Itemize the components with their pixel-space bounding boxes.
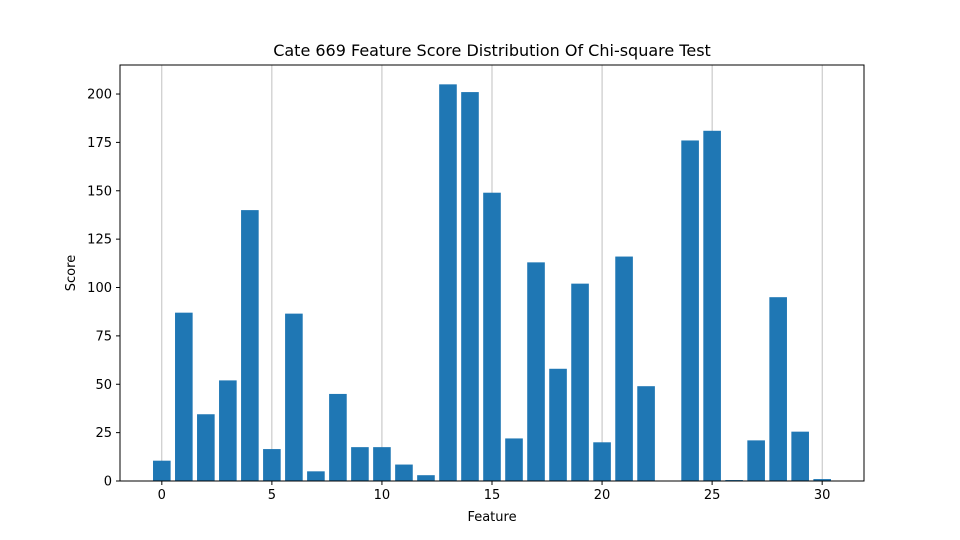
x-tick-label: 10 — [374, 488, 391, 503]
y-axis-ticks: 0 25 50 75 100 125 150 175 200 — [87, 88, 120, 490]
bar — [615, 256, 633, 481]
x-tick-label: 20 — [594, 488, 611, 503]
y-tick-label: 25 — [95, 426, 112, 441]
y-tick-label: 0 — [104, 475, 112, 490]
bar — [329, 393, 347, 481]
y-axis-label: Score — [64, 255, 79, 291]
x-tick-label: 5 — [268, 488, 276, 503]
x-axis-ticks: 0 5 10 15 20 25 30 — [158, 481, 831, 503]
x-axis-label: Feature — [467, 510, 516, 525]
bar — [219, 380, 237, 481]
bar — [791, 431, 809, 481]
chart-title: Cate 669 Feature Score Distribution Of C… — [273, 41, 711, 60]
bar — [175, 312, 193, 481]
y-tick-label: 175 — [87, 136, 112, 151]
bar — [417, 475, 435, 481]
bar — [505, 438, 523, 481]
bar — [769, 297, 787, 481]
bar — [285, 313, 303, 481]
x-tick-label: 30 — [814, 488, 831, 503]
y-tick-label: 200 — [87, 88, 112, 103]
y-tick-label: 75 — [95, 329, 112, 344]
x-tick-label: 0 — [158, 488, 166, 503]
bar — [571, 283, 589, 481]
bar — [307, 471, 325, 481]
bar — [439, 84, 457, 481]
bar — [351, 447, 369, 481]
x-tick-label: 15 — [484, 488, 501, 503]
bar — [483, 192, 501, 481]
bar — [703, 130, 721, 481]
y-tick-label: 50 — [95, 378, 112, 393]
bar — [681, 140, 699, 482]
bars — [153, 84, 831, 482]
bar — [637, 386, 655, 481]
bar — [395, 464, 413, 481]
bar — [747, 440, 765, 481]
bar — [527, 262, 545, 481]
bar — [813, 479, 831, 481]
bar — [263, 449, 281, 481]
x-tick-label: 25 — [704, 488, 721, 503]
bar — [593, 442, 611, 481]
bar — [241, 210, 259, 481]
y-tick-label: 150 — [87, 184, 112, 199]
y-tick-label: 100 — [87, 281, 112, 296]
bar — [461, 92, 479, 481]
y-tick-label: 125 — [87, 233, 112, 248]
bar — [197, 414, 215, 481]
bar — [373, 447, 391, 481]
bar — [549, 368, 567, 481]
bar — [153, 460, 171, 481]
